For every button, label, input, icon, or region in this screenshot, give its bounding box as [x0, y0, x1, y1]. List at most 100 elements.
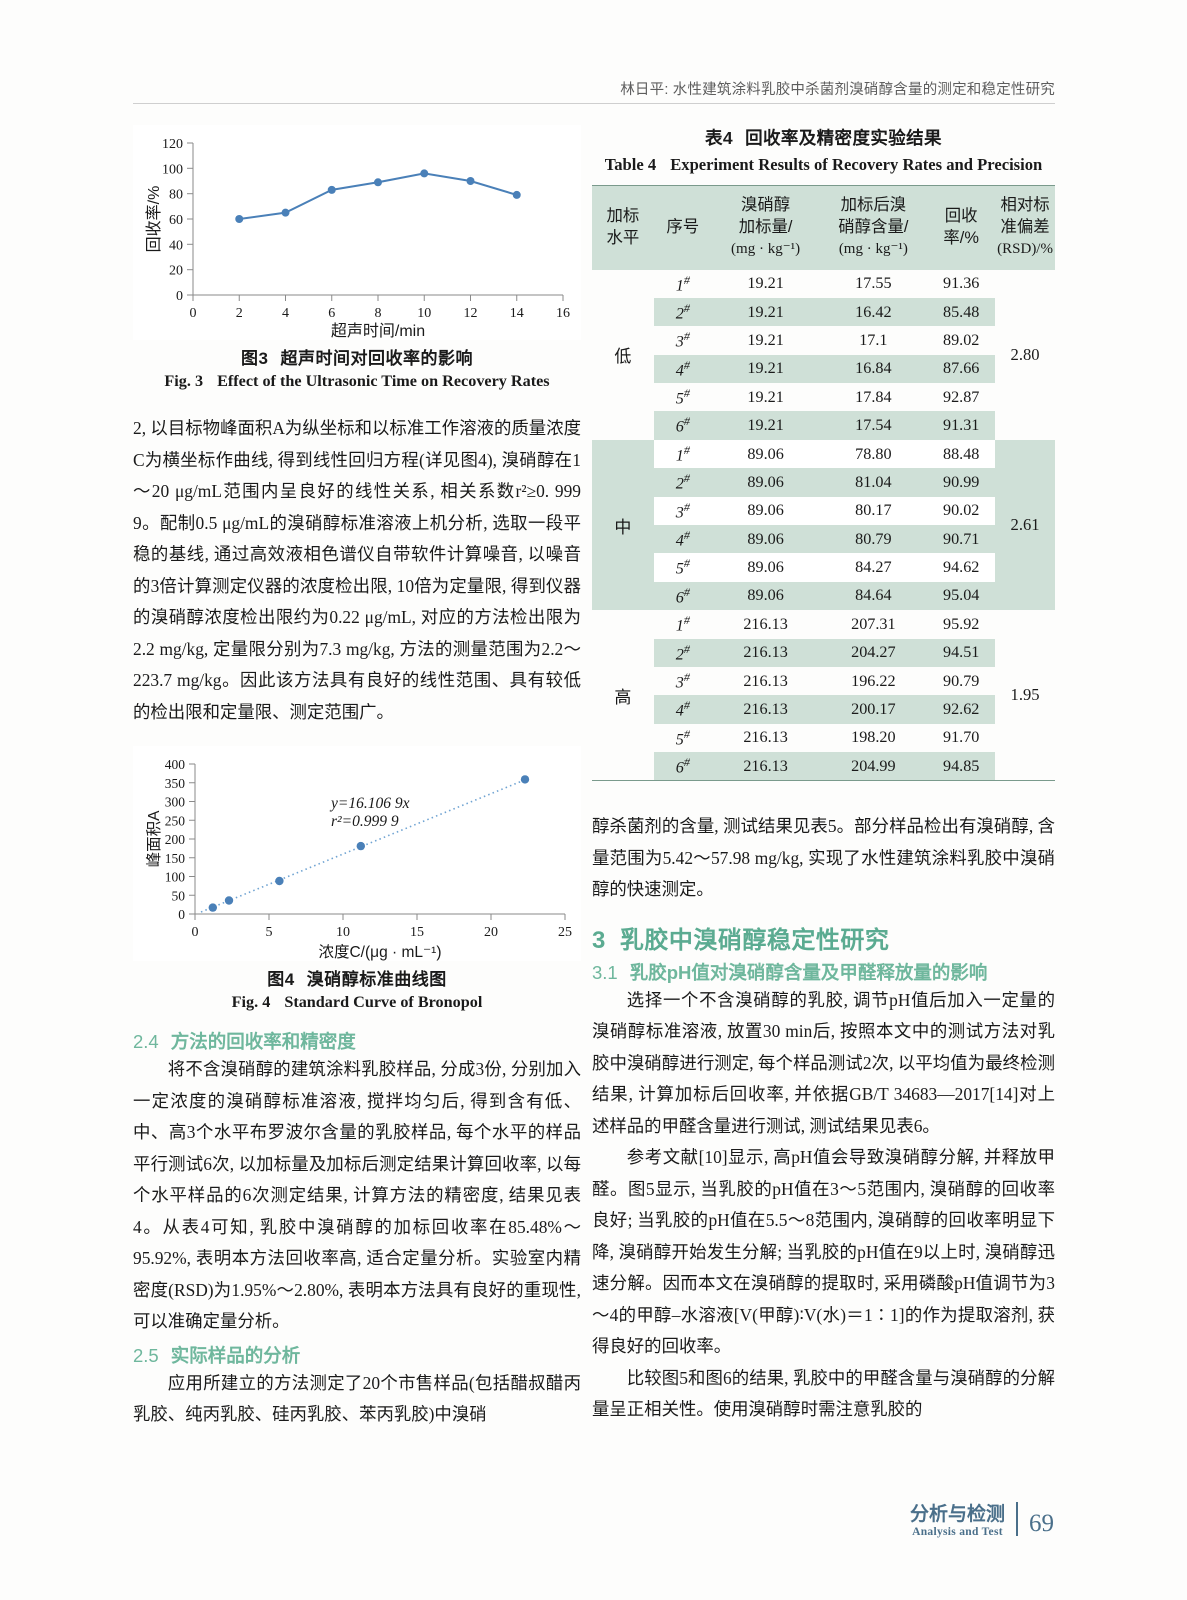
cell-spike-amount: 19.21 — [747, 274, 784, 293]
header-recovery-line1: 回收 — [944, 207, 978, 226]
svg-text:200: 200 — [165, 832, 186, 847]
svg-text:12: 12 — [464, 306, 478, 321]
table-row: 高 1# 216.13 207.31 95.92 1.95 — [592, 610, 1055, 706]
figure-3-caption-cn: 图3 超声时间对回收率的影响 — [133, 344, 581, 369]
subsection-2-5-number: 2.5 — [133, 1344, 159, 1366]
svg-text:50: 50 — [172, 888, 186, 903]
cell-recovery-rate: 92.87 — [942, 387, 980, 406]
cell-index: 5# — [675, 386, 690, 408]
svg-text:60: 60 — [169, 213, 183, 228]
cell-recovery-rate: 90.71 — [927, 525, 996, 554]
cell-recovery-rate: 95.92 — [942, 614, 980, 633]
header-index: 序号 — [653, 185, 712, 270]
header-rsd-unit: (RSD)/% — [997, 241, 1053, 257]
paragraph-2-5: 应用所建立的方法测定了20个市售样品(包括醋叔醋丙乳胶、纯丙乳胶、硅丙乳胶、苯丙… — [133, 1372, 581, 1425]
table-row: 3# 89.06 80.17 90.02 — [592, 496, 1055, 526]
cell-spike-amount: 216.13 — [743, 728, 788, 747]
paragraph-3-1-c: 比较图5和图6的结果, 乳胶中的甲醛含量与溴硝醇的分解量呈正相关性。使用溴硝醇时… — [592, 1367, 1055, 1420]
footer-divider — [1016, 1502, 1018, 1536]
svg-text:2: 2 — [236, 306, 243, 321]
svg-text:20: 20 — [169, 264, 183, 279]
cell-index: 4# — [653, 354, 712, 384]
page-number: 69 — [1029, 1510, 1054, 1537]
table-4-title-en: Table 4 Experiment Results of Recovery Ra… — [592, 152, 1055, 177]
cell-spike-amount: 89.06 — [711, 525, 820, 554]
cell-spike-amount: 89.06 — [711, 581, 820, 611]
cell-recovery-rate: 94.51 — [927, 638, 996, 667]
figure-4-text-en: Standard Curve of Bronopol — [284, 993, 483, 1011]
table-4-label-cn: 表4 — [705, 128, 734, 148]
paragraph-right-continue: 醇杀菌剂的含量, 测试结果见表5。部分样品检出有溴硝醇, 含量范围为5.42～5… — [592, 816, 1055, 900]
cell-index: 1# — [675, 613, 690, 635]
table-row: 6# 19.21 17.54 91.31 — [592, 411, 1055, 440]
table-row: 3# 19.21 17.1 89.02 — [592, 326, 1055, 354]
svg-text:10: 10 — [417, 306, 431, 321]
table-4-body: 低 1# 19.21 17.55 91.36 2.80 2# 19.21 16.42 85.48 3… — [592, 270, 1055, 781]
cell-recovery-rate: 94.85 — [927, 752, 996, 781]
section-3-title: 乳胶中溴硝醇稳定性研究 — [619, 926, 890, 954]
cell-recovery-rate: 88.48 — [927, 439, 996, 469]
paragraph-2-4: 将不含溴硝醇的建筑涂料乳胶样品, 分成3份, 分别加入一定浓度的溴硝醇标准溶液,… — [133, 1059, 581, 1331]
cell-index: 4# — [653, 695, 712, 724]
cell-post-spike-content: 16.84 — [819, 354, 928, 384]
cell-post-spike-content: 16.42 — [819, 297, 928, 327]
figure-4: 0 50 100 150 200 250 300 350 400 0 5 10 — [133, 746, 581, 1012]
paragraph-3-1-a: 选择一个不含溴硝醇的乳胶, 调节pH值后加入一定量的溴硝醇标准溶液, 放置30 … — [592, 989, 1055, 1136]
header-post-spike-content: 加标后溴 硝醇含量/ (mg · kg⁻¹) — [819, 185, 928, 270]
svg-text:0: 0 — [192, 925, 199, 940]
cell-index: 3# — [653, 496, 712, 526]
cell-index: 6# — [653, 411, 712, 440]
figure-3-ylabel: 回收率/% — [145, 186, 163, 253]
cell-spike-amount: 19.21 — [747, 387, 784, 406]
cell-index: 1# — [675, 272, 690, 294]
header-spike-amount-line1: 溴硝醇 — [741, 196, 791, 214]
svg-text:100: 100 — [162, 162, 183, 177]
cell-spike-amount: 89.06 — [711, 439, 820, 469]
header-divider — [133, 103, 1055, 104]
table-4-label-en: Table 4 — [604, 155, 657, 174]
cell-recovery-rate: 85.48 — [927, 297, 996, 327]
header-spike-amount-unit: (mg · kg⁻¹) — [731, 241, 801, 257]
cell-post-spike-content: 204.27 — [819, 638, 928, 667]
svg-text:400: 400 — [165, 757, 186, 772]
cell-recovery-rate: 90.79 — [942, 671, 980, 690]
svg-text:250: 250 — [165, 813, 186, 828]
subsection-2-4-title: 方法的回收率和精密度 — [170, 1031, 356, 1052]
header-index-label: 序号 — [666, 218, 700, 236]
cell-index: 3# — [675, 329, 690, 351]
table-row: 3# 216.13 196.22 90.79 — [592, 667, 1055, 695]
figure-4-caption-cn: 图4 溴硝醇标准曲线图 — [133, 965, 581, 990]
svg-text:0: 0 — [176, 289, 183, 304]
svg-text:5: 5 — [266, 925, 273, 940]
header-spike-level: 加标 水平 — [592, 185, 654, 270]
cell-spike-amount: 89.06 — [711, 468, 820, 497]
cell-spike-amount: 216.13 — [743, 671, 788, 690]
section-3-number: 3 — [592, 926, 606, 954]
table-row: 6# 216.13 204.99 94.85 — [592, 752, 1055, 781]
table-row: 5# 19.21 17.84 92.87 — [592, 383, 1055, 411]
svg-text:6: 6 — [328, 306, 335, 321]
svg-text:350: 350 — [165, 776, 186, 791]
cell-post-spike-content: 81.04 — [819, 468, 928, 497]
cell-recovery-rate: 89.02 — [942, 330, 980, 349]
paragraph-3-1-b: 参考文献[10]显示, 高pH值会导致溴硝醇分解, 并释放甲醛。图5显示, 当乳… — [592, 1147, 1055, 1357]
cell-index: 4# — [653, 525, 712, 554]
cell-post-spike-content: 200.17 — [819, 695, 928, 724]
cell-post-spike-content: 204.99 — [819, 752, 928, 781]
figure-3-chart: 0 20 40 60 80 100 120 0 2 4 6 8 — [133, 125, 581, 340]
figure-3-label-en: Fig. 3 — [164, 372, 204, 390]
svg-text:15: 15 — [410, 925, 424, 940]
table-row: 4# 89.06 80.79 90.71 — [592, 525, 1055, 554]
cell-spike-amount: 19.21 — [747, 330, 784, 349]
subsection-2-4-number: 2.4 — [133, 1031, 159, 1052]
table-4: 加标 水平 序号 溴硝醇 加标量/ (mg · kg⁻¹) 加标后溴 硝醇含量/ — [592, 185, 1055, 781]
cell-spike-level: 高 — [614, 687, 632, 707]
cell-spike-amount: 19.21 — [711, 354, 820, 384]
header-rsd-line2: 准偏差 — [1000, 217, 1050, 236]
table-row: 4# 19.21 16.84 87.66 — [592, 354, 1055, 384]
cell-recovery-rate: 87.66 — [927, 354, 996, 384]
table-4-title-cn: 表4 回收率及精密度实验结果 — [592, 125, 1055, 150]
table-row: 中 1# 89.06 78.80 88.48 2.61 — [592, 439, 1055, 611]
figure-3-text-cn: 超声时间对回收率的影响 — [280, 349, 473, 368]
cell-rsd: 2.80 — [1010, 344, 1040, 364]
